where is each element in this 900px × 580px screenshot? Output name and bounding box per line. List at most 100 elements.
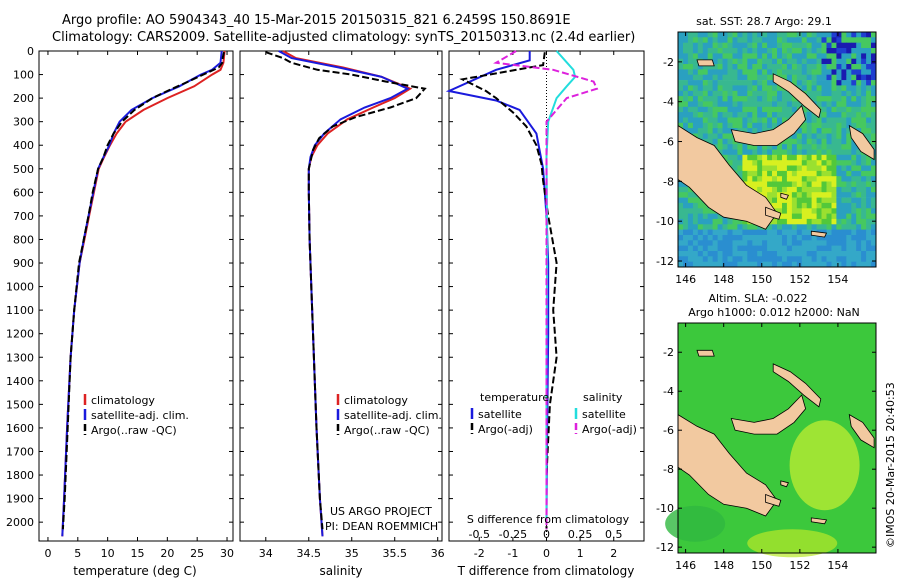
depth-tick-label: 200 [13, 92, 34, 105]
depth-tick-label: 1900 [6, 493, 34, 506]
difference-series-3 [493, 50, 599, 530]
sdiff-legend-1-label: Argo(-adj) [582, 423, 637, 436]
depth-tick-label: 100 [13, 69, 34, 82]
lat-tick-label: -6 [663, 424, 674, 437]
temperature-legend-2-label: Argo(..raw -QC) [91, 424, 177, 437]
sdiff-xlabel: S difference from climatology [467, 513, 630, 526]
tdiff-tick-label: -2 [474, 547, 485, 560]
land-louisiade [810, 517, 828, 525]
lon-tick-label: 154 [827, 273, 848, 286]
lat-tick-label: -10 [656, 215, 674, 228]
sdiff-tick-label: 0.25 [568, 528, 593, 541]
sst-map: 146 148 150 152 154 -2 -4 -6 -8 -10 -12 [656, 31, 877, 286]
temperature-tick-label: 15 [130, 547, 144, 560]
sla-map-title1: Altim. SLA: -0.022 [708, 292, 807, 305]
tdiff-tick-label: 1 [577, 547, 584, 560]
sst-map-title: sat. SST: 28.7 Argo: 29.1 [696, 15, 832, 28]
lat-tick-label: -8 [663, 463, 674, 476]
land-dentrecasteaux [765, 493, 782, 507]
land-dentrecasteaux [765, 206, 782, 220]
depth-tick-label: 400 [13, 139, 34, 152]
lon-tick-label: 150 [751, 273, 772, 286]
salinity-legend-0-label: climatology [344, 394, 408, 407]
land-bougainville [848, 413, 875, 449]
depth-tick-label: 700 [13, 210, 34, 223]
depth-tick-label: 0 [27, 45, 34, 58]
land-manus [696, 349, 715, 357]
lat-tick-label: -6 [663, 136, 674, 149]
figure-title-line2: Climatology: CARS2009. Satellite-adjuste… [52, 30, 636, 45]
lat-tick-label: -8 [663, 175, 674, 188]
salinity-tick-label: 34 [259, 547, 273, 560]
lon-tick-label: 148 [713, 559, 734, 572]
lat-tick-label: -12 [656, 255, 674, 268]
pi-note: PI: DEAN ROEMMICH [325, 520, 438, 533]
depth-tick-label: 2000 [6, 516, 34, 529]
depth-tick-label: 600 [13, 186, 34, 199]
temperature-tick-label: 0 [44, 547, 51, 560]
sla-map-title2: Argo h1000: 0.012 h2000: NaN [688, 306, 860, 319]
land-new-guinea [677, 124, 778, 230]
sla-map: 146 148 150 152 154 -2 -4 -6 -8 -10 -12 [656, 322, 877, 572]
salinity-legend-2-label: Argo(..raw -QC) [344, 424, 430, 437]
lat-tick-label: -4 [663, 96, 674, 109]
land-new-britain [730, 394, 807, 435]
lat-tick-label: -10 [656, 502, 674, 515]
salinity-tick-label: 35.5 [382, 547, 407, 560]
temperature-legend-1-label: satellite-adj. clim. [91, 409, 189, 422]
lon-tick-label: 150 [751, 559, 772, 572]
sdiff-tick-label: 0.5 [605, 528, 623, 541]
salinity-series-1 [278, 50, 410, 537]
land-trobriand [780, 480, 789, 488]
figure-title-line1: Argo profile: AO 5904343_40 15-Mar-2015 … [62, 13, 571, 28]
depth-tick-label: 300 [13, 116, 34, 129]
tdiff-tick-label: 0 [543, 547, 550, 560]
land-new-ireland [772, 73, 822, 119]
salinity-panel-frame [239, 50, 443, 542]
depth-tick-label: 500 [13, 163, 34, 176]
temperature-series-0 [61, 50, 226, 537]
difference-series-1 [459, 52, 558, 530]
temperature-tick-label: 20 [160, 547, 174, 560]
depth-tick-label: 900 [13, 257, 34, 270]
difference-series-2 [545, 50, 577, 523]
salinity-xlabel: salinity [319, 564, 362, 578]
temperature-panel-frame [38, 50, 234, 542]
salinity-tick-label: 34.5 [297, 547, 322, 560]
land-trobriand [780, 192, 789, 200]
depth-tick-label: 1200 [6, 328, 34, 341]
depth-tick-label: 1500 [6, 398, 34, 411]
difference-series-0 [445, 51, 550, 523]
land-new-britain [730, 104, 807, 146]
land-manus [696, 59, 715, 67]
lon-tick-label: 152 [789, 273, 810, 286]
project-note: US ARGO PROJECT [330, 505, 432, 518]
depth-tick-label: 800 [13, 233, 34, 246]
land-louisiade [810, 230, 828, 238]
lat-tick-label: -12 [656, 541, 674, 554]
salinity-tick-label: 36 [431, 547, 445, 560]
depth-tick-label: 1100 [6, 304, 34, 317]
depth-tick-label: 1000 [6, 281, 34, 294]
tdiff-tick-label: 2 [610, 547, 617, 560]
temperature-series-1 [61, 50, 223, 537]
lon-tick-label: 148 [713, 273, 734, 286]
lon-tick-label: 146 [675, 559, 696, 572]
depth-tick-label: 1700 [6, 445, 34, 458]
land-new-guinea [677, 413, 778, 517]
lat-tick-label: -2 [663, 346, 674, 359]
temperature-legend-0-label: climatology [91, 394, 155, 407]
temperature-xlabel: temperature (deg C) [73, 564, 196, 578]
temperature-tick-label: 25 [190, 547, 204, 560]
credit-stamp: ©IMOS 20-Mar-2015 20:40:53 [884, 382, 897, 548]
temperature-tick-label: 10 [101, 547, 115, 560]
land-new-ireland [772, 363, 822, 408]
salinity-series-2 [265, 51, 427, 530]
temperature-series-2 [61, 51, 225, 530]
depth-tick-label: 1300 [6, 351, 34, 364]
lon-tick-label: 154 [827, 559, 848, 572]
depth-tick-label: 1600 [6, 422, 34, 435]
land-bougainville [848, 124, 875, 161]
sdiff-tick-label: -0.25 [499, 528, 527, 541]
